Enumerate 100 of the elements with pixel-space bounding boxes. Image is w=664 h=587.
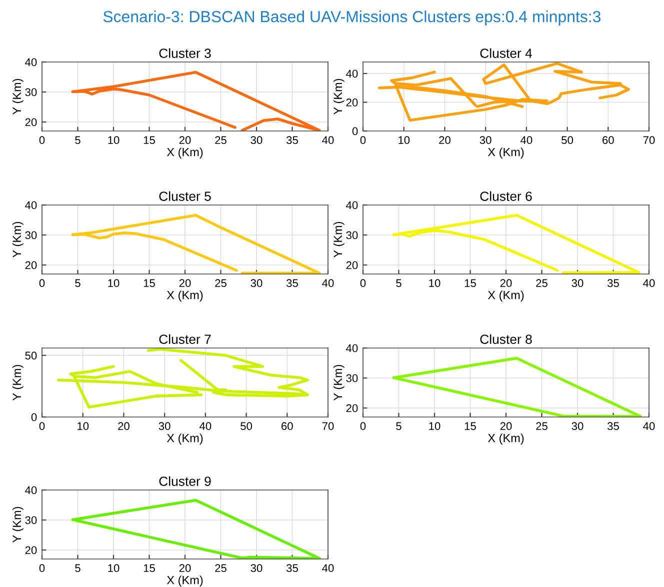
x-tick-label: 70 [322,422,334,430]
x-tick-label: 30 [572,279,584,288]
x-tick-label: 10 [429,279,440,288]
x-tick-label: 0 [360,279,366,288]
x-axis-title: X (Km) [166,148,203,159]
x-tick-label: 40 [643,422,655,430]
x-tick-label: 15 [464,279,476,288]
y-tick-label: 20 [25,261,37,270]
x-tick-label: 30 [158,422,170,430]
x-tick-label: 25 [536,279,548,288]
y-tick-label: 40 [346,344,358,352]
y-axis-title: Y (Km) [12,78,24,114]
x-tick-label: 30 [572,422,584,430]
x-tick-label: 20 [500,279,512,288]
x-tick-label: 15 [144,564,155,572]
chart-title: Cluster 8 [480,334,532,344]
y-tick-label: 20 [25,118,37,126]
x-tick-label: 0 [39,422,45,430]
x-axis-title: X (Km) [166,434,203,445]
y-tick-label: 0 [352,127,358,136]
x-tick-label: 0 [360,136,366,144]
x-tick-label: 40 [322,564,334,572]
x-tick-label: 40 [200,422,212,430]
y-tick-label: 50 [25,352,37,360]
chart-title: Cluster 6 [480,191,532,201]
y-axis-title: Y (Km) [12,364,24,400]
x-tick-label: 20 [179,564,191,572]
x-tick-label: 25 [215,136,226,144]
y-tick-label: 20 [346,404,358,412]
x-axis-title: X (Km) [488,434,524,445]
y-tick-label: 40 [25,486,37,494]
x-tick-label: 5 [396,279,402,288]
x-tick-label: 35 [607,279,619,288]
x-tick-label: 10 [108,564,120,572]
x-tick-label: 30 [250,279,262,288]
y-tick-label: 40 [25,201,37,210]
x-tick-label: 30 [250,564,262,572]
y-tick-label: 20 [346,261,358,270]
x-tick-label: 20 [179,279,191,288]
x-tick-label: 35 [286,279,298,288]
x-tick-label: 5 [396,422,402,430]
chart-title: Cluster 9 [159,476,211,486]
x-tick-label: 60 [602,136,614,144]
x-tick-label: 40 [322,136,334,144]
y-axis-title: Y (Km) [333,364,344,400]
x-tick-label: 5 [75,136,80,144]
x-axis-title: X (Km) [488,290,524,302]
y-tick-label: 30 [25,516,37,524]
y-tick-label: 0 [31,413,37,422]
x-tick-label: 5 [75,279,80,288]
x-tick-label: 25 [536,422,548,430]
x-tick-label: 40 [643,279,655,288]
x-tick-label: 25 [215,279,226,288]
x-tick-label: 35 [286,564,298,572]
x-tick-label: 35 [286,136,298,144]
x-tick-label: 0 [39,564,45,572]
x-tick-label: 10 [398,136,410,144]
x-tick-label: 35 [607,422,619,430]
x-tick-label: 40 [520,136,532,144]
x-axis-title: X (Km) [166,576,203,587]
y-axis-title: Y (Km) [333,78,344,114]
chart-title: Cluster 7 [159,334,211,344]
y-axis-title: Y (Km) [12,506,24,542]
x-tick-label: 20 [179,136,191,144]
y-tick-label: 20 [25,546,37,554]
x-tick-label: 20 [439,136,450,144]
x-tick-label: 0 [360,422,366,430]
x-tick-label: 40 [322,279,334,288]
y-tick-label: 40 [346,70,358,78]
x-tick-label: 15 [144,279,155,288]
y-axis-title: Y (Km) [12,222,24,258]
x-tick-label: 10 [429,422,440,430]
y-tick-label: 30 [346,231,358,240]
x-tick-label: 30 [480,136,492,144]
y-tick-label: 30 [25,231,37,240]
chart-title: Cluster 4 [480,48,532,58]
x-tick-label: 50 [240,422,252,430]
y-axis-title: Y (Km) [333,222,344,258]
x-tick-label: 70 [643,136,655,144]
x-tick-label: 30 [250,136,262,144]
x-axis-title: X (Km) [488,148,524,159]
x-tick-label: 10 [108,136,120,144]
y-tick-label: 40 [346,201,358,210]
x-tick-label: 15 [464,422,476,430]
y-tick-label: 30 [346,374,358,382]
x-axis-title: X (Km) [166,290,203,302]
y-tick-label: 30 [25,88,37,96]
text: Scenario-3: DBSCAN Based UAV-Missions Clusters eps:0.4 minpnts:3 [103,10,601,26]
x-tick-label: 0 [39,136,45,144]
y-tick-label: 20 [346,98,358,106]
chart-title: Cluster 5 [159,191,211,201]
y-tick-label: 40 [25,58,37,66]
chart-title: Cluster 3 [159,48,211,58]
x-tick-label: 15 [144,136,155,144]
x-tick-label: 10 [108,279,120,288]
x-tick-label: 20 [500,422,512,430]
x-tick-label: 5 [75,564,80,572]
x-tick-label: 10 [78,422,89,430]
x-tick-label: 0 [39,279,45,288]
x-tick-label: 50 [562,136,574,144]
